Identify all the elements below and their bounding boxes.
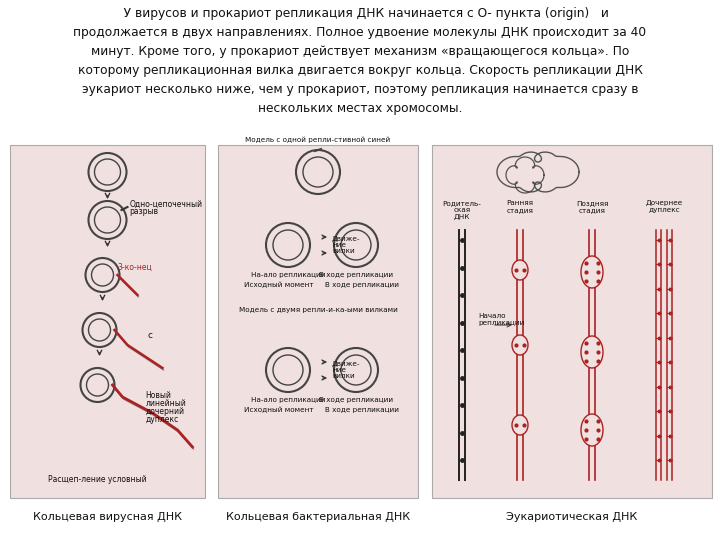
Text: Движе-: Движе- (332, 361, 361, 367)
Text: Модель с одной репли-стивной синей: Модель с одной репли-стивной синей (246, 137, 391, 143)
Text: Расщеп-ление условный: Расщеп-ление условный (48, 476, 147, 484)
Text: Эукариотическая ДНК: Эукариотическая ДНК (506, 512, 638, 522)
Text: У вирусов и прокариот репликация ДНК начинается с О- пункта (origin)   и: У вирусов и прокариот репликация ДНК нач… (112, 7, 608, 20)
Text: Модель с двумя репли-и-ка-ыми вилками: Модель с двумя репли-и-ка-ыми вилками (238, 307, 397, 313)
Text: Новый: Новый (145, 390, 171, 400)
Text: На-ало репликации: На-ало репликации (251, 272, 325, 278)
Text: линейный: линейный (145, 399, 186, 408)
Text: с: с (148, 330, 153, 340)
Ellipse shape (581, 336, 603, 368)
Ellipse shape (512, 415, 528, 435)
Bar (218, 145, 418, 498)
Text: вилки: вилки (332, 248, 355, 254)
Text: минут. Кроме того, у прокариот действует механизм «вращающегося кольца». По: минут. Кроме того, у прокариот действует… (91, 45, 629, 58)
Text: которому репликационная вилка двигается вокруг кольца. Скорость репликации ДНК: которому репликационная вилка двигается … (78, 64, 642, 77)
Text: разрыв: разрыв (130, 206, 158, 215)
Text: Одно-цепочечный: Одно-цепочечный (130, 199, 202, 208)
Text: Начало
репликации: Начало репликации (478, 314, 524, 327)
Text: Дочернее
дуплекс: Дочернее дуплекс (645, 200, 683, 213)
Text: Исходный момент     В ходе репликации: Исходный момент В ходе репликации (245, 407, 400, 413)
Text: Кольцевая вирусная ДНК: Кольцевая вирусная ДНК (33, 512, 182, 522)
Text: дуплекс: дуплекс (145, 415, 179, 423)
Text: продолжается в двух направлениях. Полное удвоение молекулы ДНК происходит за 40: продолжается в двух направлениях. Полное… (73, 26, 647, 39)
Ellipse shape (512, 335, 528, 355)
Text: вилки: вилки (332, 373, 355, 379)
Text: 3-ко-нец: 3-ко-нец (117, 262, 152, 272)
Text: На-ало репликации: На-ало репликации (251, 397, 325, 403)
Ellipse shape (512, 260, 528, 280)
Text: Родитель-
ская
ДНК: Родитель- ская ДНК (443, 200, 482, 220)
Text: ние: ние (332, 242, 346, 248)
Text: дочерний: дочерний (145, 407, 184, 415)
Bar (432, 145, 712, 498)
Text: нескольких местах хромосомы.: нескольких местах хромосомы. (258, 102, 462, 115)
Text: Ранняя
стадия: Ранняя стадия (506, 200, 534, 213)
Text: В ходе репликации: В ходе репликации (319, 397, 393, 403)
Bar (10, 145, 205, 498)
Text: ние: ние (332, 367, 346, 373)
Text: Движе-: Движе- (332, 236, 361, 242)
Text: Кольцевая бактериальная ДНК: Кольцевая бактериальная ДНК (226, 512, 410, 522)
Text: Исходный момент     В ходе репликации: Исходный момент В ходе репликации (245, 282, 400, 288)
Text: В ходе репликации: В ходе репликации (319, 272, 393, 278)
Text: эукариот несколько ниже, чем у прокариот, поэтому репликация начинается сразу в: эукариот несколько ниже, чем у прокариот… (82, 83, 638, 96)
Ellipse shape (581, 414, 603, 446)
Text: Поздняя
стадия: Поздняя стадия (576, 200, 608, 213)
Ellipse shape (581, 256, 603, 288)
